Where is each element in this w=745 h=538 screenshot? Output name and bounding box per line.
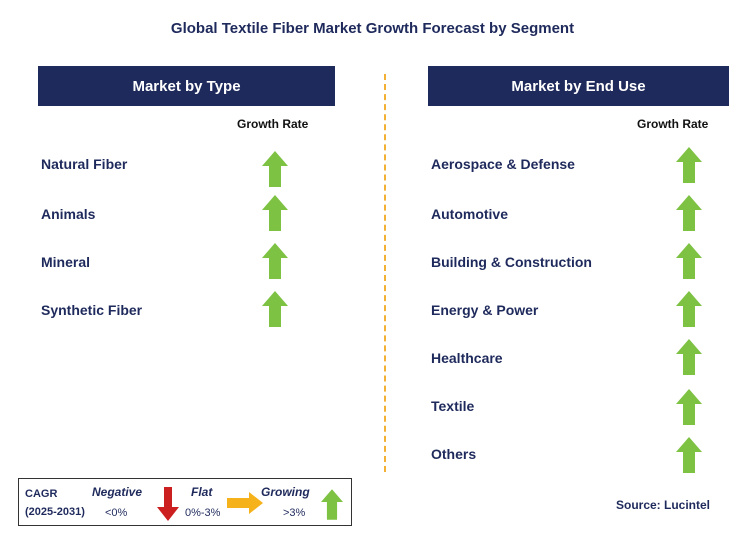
growing-arrow-icon (676, 291, 702, 327)
cagr-legend: CAGR (2025-2031) Negative <0% Flat 0%-3%… (18, 478, 352, 526)
type-row-label: Animals (41, 206, 96, 222)
growing-arrow-icon (676, 437, 702, 473)
type-row-label: Mineral (41, 254, 91, 270)
legend-negative-range: <0% (105, 507, 128, 519)
type-row-label: Synthetic Fiber (41, 302, 143, 318)
growing-arrow-icon (676, 339, 702, 375)
chart-title: Global Textile Fiber Market Growth Forec… (170, 20, 575, 37)
legend-period: (2025-2031) (25, 506, 85, 518)
end-use-growth-rate-label: Growth Rate (637, 117, 709, 131)
growing-arrow-icon (262, 151, 288, 187)
type-row-label: Natural Fiber (41, 156, 128, 172)
growing-arrow-icon (321, 489, 343, 520)
end-use-row-label: Building & Construction (431, 254, 592, 270)
type-growth-rate-label: Growth Rate (237, 117, 309, 131)
legend-growing-range: >3% (283, 507, 306, 519)
panel-divider (384, 74, 386, 472)
growing-arrow-icon (262, 291, 288, 327)
legend-flat-label: Flat (191, 485, 213, 499)
end-use-row-label: Others (431, 446, 477, 462)
end-use-row-label: Textile (431, 398, 475, 414)
legend-negative-label: Negative (92, 485, 143, 499)
growing-arrow-icon (676, 195, 702, 231)
type-panel-header: Market by Type (38, 66, 335, 106)
negative-arrow-icon (157, 487, 179, 521)
growing-arrow-icon (676, 243, 702, 279)
end-use-row-label: Automotive (431, 206, 508, 222)
legend-flat-range: 0%-3% (185, 507, 221, 519)
flat-arrow-icon (227, 492, 263, 514)
growing-arrow-icon (676, 147, 702, 183)
legend-growing-label: Growing (261, 485, 310, 499)
source-note: Source: Lucintel (616, 498, 711, 512)
end-use-row-label: Healthcare (431, 350, 503, 366)
growing-arrow-icon (262, 195, 288, 231)
end-use-row-label: Energy & Power (431, 302, 539, 318)
growing-arrow-icon (676, 389, 702, 425)
growing-arrow-icon (262, 243, 288, 279)
end-use-panel-header: Market by End Use (428, 66, 729, 106)
legend-cagr-label: CAGR (25, 488, 58, 500)
end-use-row-label: Aerospace & Defense (431, 156, 575, 172)
